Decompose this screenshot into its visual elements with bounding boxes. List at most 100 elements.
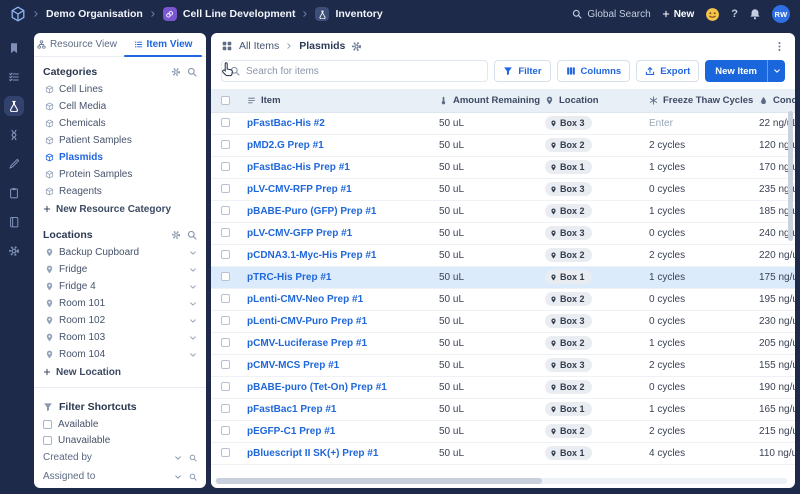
item-link[interactable]: pBluescript II SK(+) Prep #1 (247, 448, 378, 459)
location-pill[interactable]: Box 2 (545, 424, 592, 438)
location-pill[interactable]: Box 2 (545, 292, 592, 306)
kebab-menu-icon[interactable] (774, 41, 785, 52)
item-link[interactable]: pCMV-MCS Prep #1 (247, 360, 339, 371)
row-checkbox[interactable] (221, 426, 230, 435)
row-checkbox[interactable] (221, 448, 230, 457)
rail-dna-icon[interactable] (4, 125, 24, 145)
table-row[interactable]: pLenti-CMV-Neo Prep #1 50 uL Box 2 0 cyc… (211, 288, 795, 310)
concentration-cell[interactable]: 215 ng/uL (751, 420, 795, 442)
search-icon[interactable] (189, 454, 197, 462)
cycles-cell[interactable]: 2 cycles (641, 354, 751, 376)
category-item-patient-samples[interactable]: Patient Samples (43, 132, 197, 149)
breadcrumb-organisation[interactable]: Demo Organisation (46, 8, 143, 20)
location-item-room-101[interactable]: Room 101 (43, 295, 197, 312)
row-checkbox[interactable] (221, 118, 230, 127)
row-checkbox[interactable] (221, 184, 230, 193)
horizontal-scrollbar-thumb[interactable] (216, 478, 542, 484)
breadcrumb-app[interactable]: Inventory (335, 8, 382, 20)
table-row[interactable]: pEGFP-C1 Prep #1 50 uL Box 2 2 cycles 21… (211, 420, 795, 442)
filter-checkbox-available[interactable]: Available (43, 416, 197, 432)
concentration-cell[interactable]: 175 ng/uL (751, 266, 795, 288)
location-pill[interactable]: Box 2 (545, 336, 592, 350)
concentration-cell[interactable]: 230 ng/uL (751, 310, 795, 332)
concentration-cell[interactable]: 220 ng/uL (751, 244, 795, 266)
filter-checkbox-unavailable[interactable]: Unavailable (43, 432, 197, 448)
inventory-app-icon[interactable] (315, 7, 329, 21)
breadcrumb-all-items[interactable]: All Items (239, 40, 279, 52)
rail-clipboard-icon[interactable] (4, 183, 24, 203)
row-checkbox[interactable] (221, 228, 230, 237)
location-item-fridge[interactable]: Fridge (43, 261, 197, 278)
table-row[interactable]: pLenti-CMV-Puro Prep #1 50 uL Box 3 0 cy… (211, 310, 795, 332)
table-row[interactable]: pBluescript II SK(+) Prep #1 50 uL Box 1… (211, 442, 795, 464)
horizontal-scrollbar[interactable] (215, 478, 787, 484)
location-item-room-103[interactable]: Room 103 (43, 329, 197, 346)
checkbox[interactable] (43, 436, 52, 445)
gear-icon[interactable] (171, 230, 181, 240)
location-pill[interactable]: Box 1 (545, 446, 592, 460)
project-icon[interactable] (163, 7, 177, 21)
table-row[interactable]: pCMV-Luciferase Prep #1 50 uL Box 2 1 cy… (211, 332, 795, 354)
row-checkbox[interactable] (221, 294, 230, 303)
category-item-plasmids[interactable]: Plasmids (43, 149, 197, 166)
concentration-cell[interactable]: 110 ng/uL (751, 442, 795, 464)
table-row[interactable]: pCMV-MCS Prep #1 50 uL Box 3 2 cycles 15… (211, 354, 795, 376)
location-pill[interactable]: Box 3 (545, 314, 592, 328)
location-pill[interactable]: Box 2 (545, 138, 592, 152)
item-link[interactable]: pBABE-Puro (GFP) Prep #1 (247, 206, 376, 217)
rail-flask-icon[interactable] (4, 96, 24, 116)
location-pill[interactable]: Box 3 (545, 226, 592, 240)
chevron-down-icon[interactable] (189, 283, 197, 291)
cycles-cell[interactable]: Enter (641, 112, 751, 134)
location-pill[interactable]: Box 1 (545, 270, 592, 284)
rail-gear-icon[interactable] (4, 241, 24, 261)
cycles-cell[interactable]: 2 cycles (641, 244, 751, 266)
item-link[interactable]: pEGFP-C1 Prep #1 (247, 426, 335, 437)
location-pill[interactable]: Box 2 (545, 204, 592, 218)
table-row[interactable]: pCDNA3.1-Myc-His Prep #1 50 uL Box 2 2 c… (211, 244, 795, 266)
item-link[interactable]: pTRC-His Prep #1 (247, 272, 331, 283)
table-row[interactable]: pLV-CMV-RFP Prep #1 50 uL Box 3 0 cycles… (211, 178, 795, 200)
chevron-down-icon[interactable] (189, 266, 197, 274)
filter-dropdown-assigned-to[interactable]: Assigned to (43, 467, 197, 486)
cycles-cell[interactable]: 0 cycles (641, 288, 751, 310)
cycles-cell[interactable]: 1 cycles (641, 156, 751, 178)
search-icon[interactable] (189, 473, 197, 481)
checkbox[interactable] (43, 420, 52, 429)
table-row[interactable]: pFastBac-His Prep #1 50 uL Box 1 1 cycle… (211, 156, 795, 178)
location-pill[interactable]: Box 3 (545, 116, 592, 130)
new-resource-category-button[interactable]: New Resource Category (43, 200, 197, 218)
cycles-cell[interactable]: 1 cycles (641, 398, 751, 420)
row-checkbox[interactable] (221, 162, 230, 171)
chevron-down-icon[interactable] (174, 473, 182, 481)
item-link[interactable]: pLenti-CMV-Puro Prep #1 (247, 316, 367, 327)
gear-icon[interactable] (351, 41, 362, 52)
item-link[interactable]: pLV-CMV-RFP Prep #1 (247, 184, 352, 195)
cycles-cell[interactable]: 2 cycles (641, 420, 751, 442)
item-link[interactable]: pFastBac1 Prep #1 (247, 404, 337, 415)
chevron-down-icon[interactable] (174, 454, 182, 462)
location-item-room-104[interactable]: Room 104 (43, 346, 197, 363)
category-item-chemicals[interactable]: Chemicals (43, 115, 197, 132)
global-new-button[interactable]: New (662, 9, 695, 20)
cycles-cell[interactable]: 4 cycles (641, 442, 751, 464)
help-button[interactable]: ? (731, 8, 738, 20)
table-row[interactable]: pFastBac-His #2 50 uL Box 3 Enter 22 ng/… (211, 112, 795, 134)
location-pill[interactable]: Box 3 (545, 182, 592, 196)
row-checkbox[interactable] (221, 360, 230, 369)
category-item-reagents[interactable]: Reagents (43, 183, 197, 200)
filter-dropdown-created-by[interactable]: Created by (43, 448, 197, 467)
cycles-cell[interactable]: 0 cycles (641, 310, 751, 332)
all-items-grid-icon[interactable] (221, 40, 233, 52)
filter-button[interactable]: Filter (494, 60, 550, 82)
tab-item-view[interactable]: Item View (120, 33, 206, 56)
rail-pipette-icon[interactable] (4, 154, 24, 174)
item-link[interactable]: pLenti-CMV-Neo Prep #1 (247, 294, 363, 305)
category-item-cell-lines[interactable]: Cell Lines (43, 81, 197, 98)
column-header-amount-remaining[interactable]: Amount Remaining (431, 89, 537, 112)
location-pill[interactable]: Box 1 (545, 402, 592, 416)
location-pill[interactable]: Box 3 (545, 358, 592, 372)
location-item-fridge-4[interactable]: Fridge 4 (43, 278, 197, 295)
item-link[interactable]: pMD2.G Prep #1 (247, 140, 324, 151)
table-row[interactable]: pLV-CMV-GFP Prep #1 50 uL Box 3 0 cycles… (211, 222, 795, 244)
